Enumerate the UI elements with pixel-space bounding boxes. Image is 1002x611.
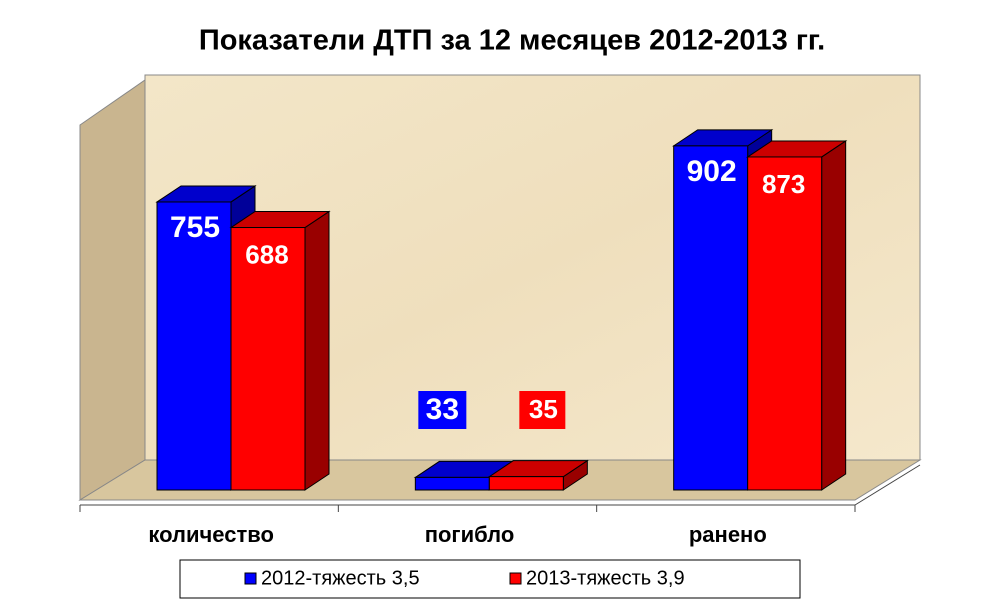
x-tick-label: ранено — [689, 522, 767, 547]
data-label: 33 — [426, 393, 459, 426]
legend-marker — [244, 572, 257, 585]
data-label: 35 — [529, 394, 558, 424]
chart-title: Показатели ДТП за 12 месяцев 2012-2013 г… — [199, 25, 825, 57]
x-tick-label: количество — [148, 522, 274, 547]
x-tick-label: погибло — [425, 522, 515, 547]
bar — [487, 459, 589, 491]
bar — [746, 140, 848, 491]
legend-label: 2013-тяжесть 3,9 — [526, 567, 685, 589]
data-label-box — [418, 391, 467, 429]
legend-label: 2012-тяжесть 3,5 — [261, 567, 420, 589]
data-label: 873 — [762, 169, 805, 199]
side-wall — [79, 79, 146, 501]
x-axis-depth — [854, 464, 921, 506]
legend — [179, 559, 801, 599]
data-label: 755 — [170, 211, 220, 244]
legend-marker — [509, 572, 522, 585]
data-label-box — [519, 391, 566, 429]
data-label: 688 — [245, 239, 288, 269]
bar — [229, 210, 331, 491]
data-label: 902 — [687, 155, 737, 188]
